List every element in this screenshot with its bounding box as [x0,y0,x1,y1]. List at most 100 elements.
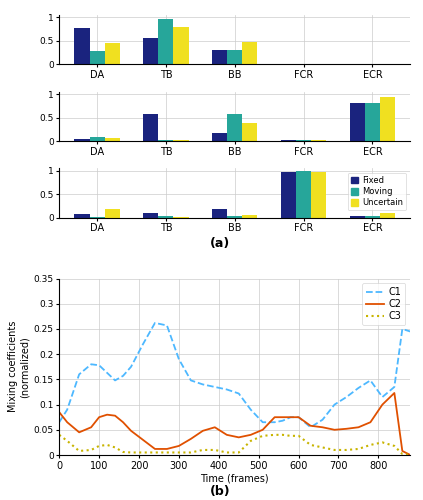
Y-axis label: Mixing coefficients
(normalized): Mixing coefficients (normalized) [8,321,29,412]
Bar [227,50,242,64]
C2 [260,427,265,433]
C2 [356,424,361,430]
Bar [212,132,227,141]
C2 [104,412,110,418]
C1 [380,394,385,400]
Bar [212,210,227,218]
C2 [121,419,126,425]
C1 [140,341,146,347]
C3 [236,450,241,456]
C2 [408,452,413,458]
C3 [344,447,349,453]
C2 [288,414,293,420]
C3 [88,447,93,453]
C2 [368,419,373,425]
C3 [188,450,193,456]
C1 [104,370,110,376]
Bar [281,172,296,218]
Bar [74,214,90,218]
C1 [320,416,325,422]
C1 [77,372,82,378]
C1 [332,402,337,407]
C3 [121,449,126,455]
C3 [308,442,313,448]
C2 [212,424,217,430]
Bar [104,138,120,141]
C2 [88,424,93,430]
C1 [408,328,413,334]
C1 [224,386,229,392]
C1 [296,414,301,420]
Bar [350,104,365,141]
Bar [350,216,365,218]
C1 [121,373,126,379]
C3 [280,432,285,438]
Bar [242,215,258,218]
C3 [288,433,293,439]
Bar [242,124,258,141]
C2 [77,430,82,436]
C2 [224,432,229,438]
C2 [57,409,62,415]
C3 [129,450,134,456]
C1 [65,406,70,412]
C2 [280,414,285,420]
C1 [176,356,181,362]
Bar [104,209,120,218]
Bar [212,50,227,64]
C1 [368,378,373,384]
Bar [311,140,326,141]
Line: C3: C3 [59,435,410,455]
Bar [380,213,395,218]
C1 [392,384,397,390]
C3 [260,433,265,439]
Bar [227,216,242,218]
C3 [272,432,277,438]
Bar [365,103,380,141]
C3 [400,451,405,457]
C1 [400,326,405,332]
C1 [236,390,241,396]
C1 [280,418,285,424]
C3 [113,444,118,450]
C3 [96,443,102,449]
C3 [152,450,157,456]
Bar [104,44,120,64]
C1 [248,406,253,412]
Bar [90,217,104,218]
C3 [380,440,385,446]
C3 [104,442,110,448]
C2 [140,437,146,443]
C2 [320,424,325,430]
C2 [129,428,134,434]
C3 [57,432,62,438]
Bar [90,51,104,64]
C1 [212,384,217,390]
C2 [188,436,193,442]
Bar [158,19,173,64]
C2 [392,390,397,396]
C3 [332,447,337,453]
C3 [392,443,397,449]
Bar [173,28,189,64]
Line: C1: C1 [59,323,410,428]
C3 [296,433,301,439]
C1 [188,378,193,384]
C1 [165,322,170,328]
C1 [152,320,157,326]
C2 [201,428,206,434]
C1 [96,362,102,368]
C2 [332,427,337,433]
C1 [344,394,349,400]
Bar [143,114,158,141]
Bar [74,139,90,141]
C2 [248,432,253,438]
C2 [400,448,405,454]
Line: C2: C2 [59,393,410,455]
C2 [113,412,118,418]
Bar [242,42,258,64]
C3 [368,442,373,448]
C1 [129,364,134,370]
C3 [212,447,217,453]
Bar [296,140,311,141]
